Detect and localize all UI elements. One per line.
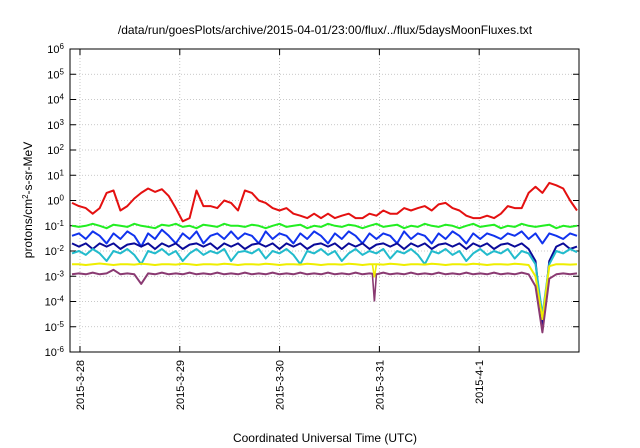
series-line	[71, 222, 578, 230]
y-tick-label: 10-4	[45, 294, 65, 309]
series-dip	[371, 274, 378, 302]
y-tick-label: 100	[47, 193, 64, 208]
chart-title: /data/run/goesPlots/archive/2015-04-01/2…	[118, 23, 533, 37]
series-line	[71, 268, 578, 334]
series-line	[72, 262, 578, 321]
y-tick-label: 10-2	[45, 244, 65, 259]
y-tick-label: 10-1	[45, 218, 65, 233]
x-tick-label: 2015-3-30	[275, 360, 287, 410]
series-line	[71, 248, 578, 316]
series-dip	[371, 264, 378, 278]
series-line	[71, 181, 578, 223]
y-tick-label: 10-3	[45, 269, 65, 284]
y-tick-label: 105	[47, 67, 64, 82]
series-line	[71, 242, 578, 328]
grid-lines	[70, 49, 579, 352]
series-line	[71, 228, 578, 248]
y-tick-label: 102	[47, 143, 64, 158]
y-tick-label: 10-6	[45, 345, 65, 360]
y-tick-label: 10-5	[45, 319, 65, 334]
y-tick-label: 104	[47, 92, 64, 107]
x-tick-label: 2015-4-1	[474, 360, 486, 404]
x-axis-label: Coordinated Universal Time (UTC)	[233, 431, 417, 445]
x-tick-label: 2015-3-31	[374, 360, 386, 410]
series-lines	[71, 181, 578, 334]
plot-frame	[69, 48, 580, 353]
y-tick-label: 103	[47, 117, 64, 132]
y-axis-label: protons/cm2-s-sr-MeV	[21, 142, 36, 258]
y-tick-label: 101	[47, 168, 64, 183]
y-tick-label: 106	[47, 42, 64, 57]
x-axis-ticks: 2015-3-28 2015-3-29 2015-3-30 2015-3-31 2015…	[75, 49, 486, 410]
x-tick-label: 2015-3-29	[175, 360, 187, 410]
x-tick-label: 2015-3-28	[75, 360, 87, 410]
